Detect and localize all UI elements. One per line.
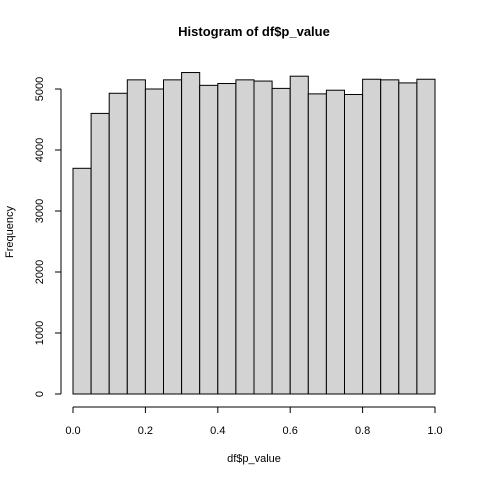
y-tick-label: 2000 <box>34 260 46 284</box>
histogram-bar <box>181 72 201 395</box>
bars-group <box>72 72 436 395</box>
histogram-bar <box>199 84 219 395</box>
histogram-bar <box>108 92 128 395</box>
y-tick-label: 5000 <box>34 77 46 101</box>
y-tick-label: 1000 <box>34 321 46 345</box>
histogram-bar <box>163 79 183 395</box>
histogram-bar <box>144 88 164 395</box>
y-tick-label: 3000 <box>34 199 46 223</box>
x-tick-label: 0.4 <box>210 425 225 437</box>
x-axis: 0.0 0.2 0.4 0.6 0.8 1.0 <box>65 406 443 437</box>
histogram-bar <box>217 83 237 395</box>
histogram-bar <box>90 112 110 395</box>
histogram-bar <box>416 78 436 395</box>
x-tick-label: 1.0 <box>427 425 442 437</box>
x-tick-label: 0.2 <box>138 425 153 437</box>
histogram-bar <box>235 79 255 395</box>
histogram-bar <box>398 82 418 395</box>
x-tick-label: 0.6 <box>283 425 298 437</box>
histogram-bar <box>72 167 92 395</box>
chart-title: Histogram of df$p_value <box>178 24 330 39</box>
x-axis-label: df$p_value <box>227 453 281 465</box>
histogram-bar <box>289 75 309 395</box>
y-axis-label: Frequency <box>4 206 16 258</box>
histogram-bar <box>380 79 400 395</box>
histogram-bar <box>253 80 273 395</box>
x-tick-label: 0.8 <box>355 425 370 437</box>
histogram-bar <box>307 93 327 395</box>
y-axis: 0 1000 2000 3000 4000 5000 <box>34 77 62 397</box>
histogram-bar <box>271 87 291 395</box>
histogram-bar <box>344 93 364 395</box>
y-tick-label: 0 <box>34 391 46 397</box>
histogram-bar <box>362 78 382 395</box>
histogram-bar <box>126 79 146 395</box>
histogram-bar <box>325 89 345 395</box>
x-tick-label: 0.0 <box>65 425 80 437</box>
y-tick-label: 4000 <box>34 138 46 162</box>
